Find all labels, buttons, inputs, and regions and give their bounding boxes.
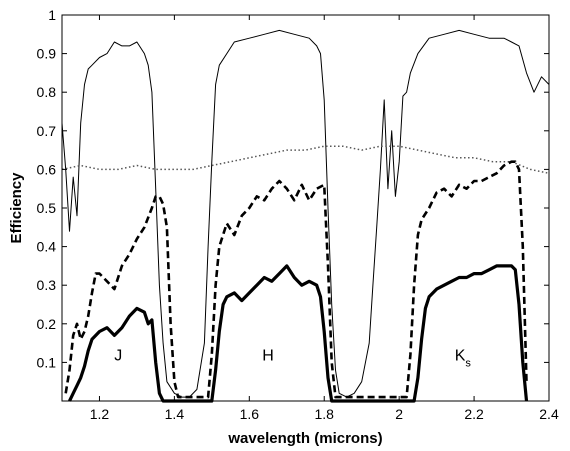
series-line-thick-solid — [68, 264, 529, 403]
x-axis-title: wavelength (microns) — [227, 430, 382, 447]
ticks-layer: 1.2 1.4 1.6 1.8 2 2.2 2.4 0.1 0.2 0.3 0.4 0.5 0.6 0.7… — [37, 7, 559, 422]
y-tick-label: 0.5 — [37, 200, 57, 216]
x-tick-label: 1.8 — [314, 406, 334, 422]
series-line-dotted — [61, 145, 550, 175]
series-line-thin-solid — [61, 29, 550, 398]
y-tick-label: 0.3 — [37, 277, 57, 293]
band-label-subscript: s — [465, 357, 471, 369]
series-layer — [61, 29, 550, 403]
y-tick-label: 1 — [48, 7, 56, 23]
band-label: Ks — [455, 347, 472, 369]
y-tick-label: 0.4 — [37, 239, 57, 255]
plot-frame — [61, 14, 550, 402]
x-tick-label: 1.6 — [240, 406, 260, 422]
band-label: H — [262, 347, 274, 364]
y-tick-label: 0.6 — [37, 161, 57, 177]
band-label: J — [114, 347, 122, 364]
y-tick-label: 0.1 — [37, 354, 57, 370]
y-tick-label: 0.9 — [37, 46, 57, 62]
series-line-dashed — [64, 160, 528, 399]
x-tick-label: 1.4 — [165, 406, 185, 422]
y-tick-label: 0.2 — [37, 316, 57, 332]
y-axis-title: Efficiency — [8, 172, 25, 244]
y-tick-label: 0.7 — [37, 123, 57, 139]
y-tick-label: 0.8 — [37, 84, 57, 100]
x-tick-label: 2.2 — [464, 406, 484, 422]
x-tick-label: 1.2 — [90, 406, 110, 422]
x-tick-label: 2 — [395, 406, 403, 422]
x-tick-label: 2.4 — [539, 406, 559, 422]
